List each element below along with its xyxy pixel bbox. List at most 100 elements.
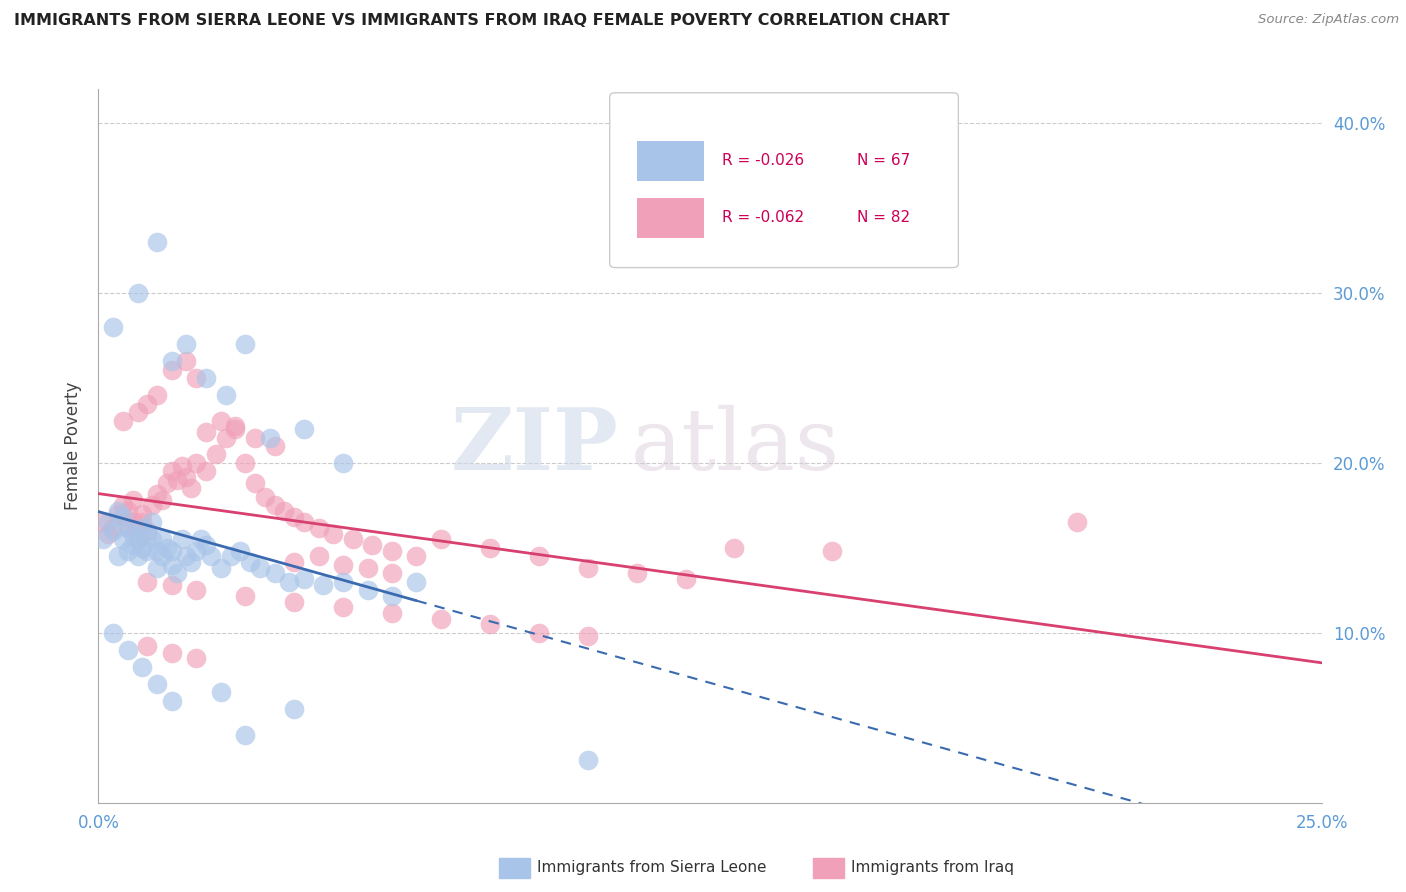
Point bbox=[121, 537, 143, 551]
Point bbox=[101, 520, 124, 534]
Point bbox=[195, 371, 218, 385]
Point bbox=[176, 549, 198, 564]
Point bbox=[405, 574, 427, 589]
Point bbox=[361, 537, 384, 551]
Point bbox=[131, 660, 153, 674]
Point bbox=[107, 549, 129, 564]
Point bbox=[141, 516, 163, 530]
Point bbox=[156, 541, 179, 555]
Text: Immigrants from Sierra Leone: Immigrants from Sierra Leone bbox=[537, 861, 766, 875]
Point bbox=[342, 533, 364, 547]
Point bbox=[141, 533, 163, 547]
Point bbox=[263, 439, 285, 453]
Point bbox=[127, 533, 149, 547]
Point bbox=[243, 430, 266, 444]
Bar bbox=[637, 141, 704, 180]
Point bbox=[160, 578, 183, 592]
Point bbox=[209, 413, 232, 427]
Point bbox=[141, 499, 163, 513]
Text: N = 67: N = 67 bbox=[856, 153, 910, 168]
Point bbox=[195, 465, 218, 479]
Point bbox=[200, 549, 222, 564]
Point bbox=[146, 677, 169, 691]
Point bbox=[263, 566, 285, 581]
Point bbox=[166, 473, 188, 487]
Point bbox=[127, 286, 149, 301]
Point bbox=[160, 558, 183, 572]
Point bbox=[576, 629, 599, 643]
Y-axis label: Female Poverty: Female Poverty bbox=[65, 382, 83, 510]
Point bbox=[527, 626, 550, 640]
Bar bbox=[637, 198, 704, 237]
FancyBboxPatch shape bbox=[610, 93, 959, 268]
Point bbox=[117, 520, 139, 534]
Point bbox=[478, 541, 501, 555]
Point bbox=[180, 482, 202, 496]
Point bbox=[292, 516, 315, 530]
Point bbox=[136, 574, 159, 589]
Point bbox=[263, 499, 285, 513]
Point bbox=[121, 516, 143, 530]
Point bbox=[136, 640, 159, 654]
Text: R = -0.026: R = -0.026 bbox=[723, 153, 804, 168]
Point bbox=[111, 510, 134, 524]
Point bbox=[97, 527, 120, 541]
Point bbox=[675, 572, 697, 586]
Point bbox=[186, 651, 208, 665]
Point bbox=[160, 646, 183, 660]
Point bbox=[160, 694, 183, 708]
Point bbox=[111, 499, 134, 513]
Point bbox=[381, 606, 404, 620]
Point bbox=[136, 527, 159, 541]
Point bbox=[101, 626, 124, 640]
Point bbox=[136, 524, 159, 538]
Point bbox=[224, 418, 246, 433]
Point bbox=[239, 555, 262, 569]
Point bbox=[101, 320, 124, 334]
Point bbox=[332, 600, 354, 615]
Point bbox=[176, 469, 198, 483]
Point bbox=[405, 549, 427, 564]
Point bbox=[381, 566, 404, 581]
Point bbox=[356, 583, 378, 598]
Point bbox=[381, 544, 404, 558]
Point bbox=[233, 456, 256, 470]
Point bbox=[127, 405, 149, 419]
Point bbox=[160, 362, 183, 376]
Point bbox=[170, 533, 193, 547]
Point bbox=[527, 549, 550, 564]
Point bbox=[146, 561, 169, 575]
Point bbox=[249, 561, 271, 575]
Point bbox=[180, 555, 202, 569]
Point bbox=[219, 549, 242, 564]
Point bbox=[146, 388, 169, 402]
Point bbox=[273, 503, 295, 517]
Point bbox=[233, 589, 256, 603]
Text: ZIP: ZIP bbox=[450, 404, 619, 488]
Point bbox=[107, 507, 129, 521]
Point bbox=[430, 612, 453, 626]
Point bbox=[229, 544, 252, 558]
Point bbox=[253, 490, 276, 504]
Point bbox=[170, 459, 193, 474]
Point bbox=[186, 544, 208, 558]
Point bbox=[97, 516, 120, 530]
Point bbox=[332, 558, 354, 572]
Text: R = -0.062: R = -0.062 bbox=[723, 211, 804, 225]
Point bbox=[127, 520, 149, 534]
Point bbox=[111, 510, 134, 524]
Point bbox=[176, 337, 198, 351]
Point bbox=[131, 507, 153, 521]
Point bbox=[626, 566, 648, 581]
Point bbox=[278, 574, 301, 589]
Point bbox=[224, 422, 246, 436]
Point bbox=[150, 549, 173, 564]
Point bbox=[107, 503, 129, 517]
Point bbox=[150, 533, 173, 547]
Point bbox=[91, 533, 114, 547]
Point bbox=[121, 527, 143, 541]
Point bbox=[111, 533, 134, 547]
Point bbox=[117, 520, 139, 534]
Point bbox=[576, 561, 599, 575]
Point bbox=[91, 516, 114, 530]
